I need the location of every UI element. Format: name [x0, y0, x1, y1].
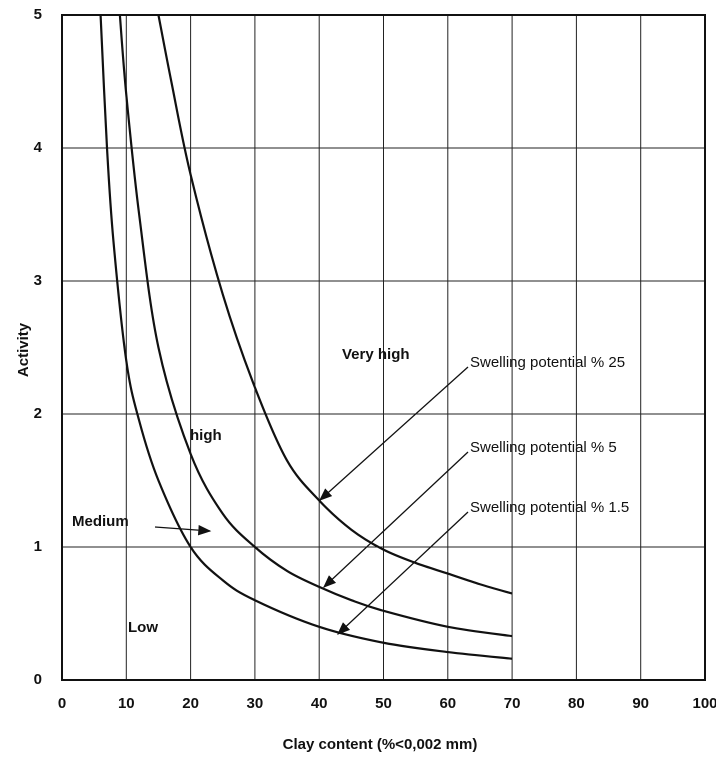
x-tick-label: 30	[247, 695, 264, 712]
x-tick-label: 20	[182, 695, 199, 712]
curve	[99, 14, 513, 660]
x-tick-label: 40	[311, 695, 328, 712]
x-tick-label: 100	[692, 695, 716, 712]
x-tick-label: 0	[58, 695, 66, 712]
region-label: Low	[128, 619, 158, 636]
arrow	[323, 451, 469, 588]
x-tick-label: 50	[375, 695, 392, 712]
arrow	[154, 524, 212, 536]
arrow	[337, 511, 469, 635]
y-tick-label: 3	[34, 272, 42, 289]
region-label: Very high	[342, 346, 410, 363]
y-tick-label: 2	[34, 405, 42, 422]
y-tick-label: 5	[34, 6, 42, 23]
region-label: high	[190, 427, 222, 444]
curve	[118, 14, 513, 638]
plot-frame	[61, 14, 706, 681]
y-tick-label: 1	[34, 538, 42, 555]
series-label: Swelling potential % 1.5	[470, 499, 629, 516]
x-tick-label: 80	[568, 695, 585, 712]
arrow	[319, 366, 469, 501]
x-tick-label: 70	[504, 695, 521, 712]
series-label: Swelling potential % 25	[470, 354, 625, 371]
y-tick-label: 4	[34, 139, 43, 156]
x-axis-title: Clay content (%<0,002 mm)	[283, 736, 478, 753]
y-axis-title: Activity	[15, 322, 32, 377]
curve	[157, 14, 513, 595]
region-label: Medium	[72, 513, 129, 530]
x-tick-label: 90	[632, 695, 649, 712]
series-label: Swelling potential % 5	[470, 439, 617, 456]
x-tick-label: 60	[439, 695, 456, 712]
y-tick-label: 0	[34, 671, 42, 688]
x-tick-label: 10	[118, 695, 135, 712]
